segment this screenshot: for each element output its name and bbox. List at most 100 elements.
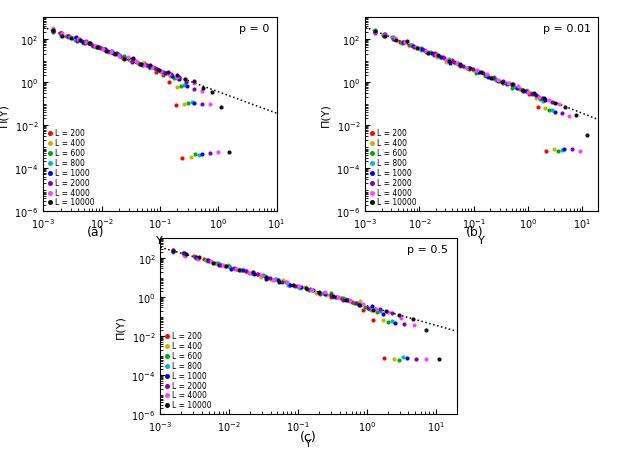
L = 1000: [445, 61, 455, 68]
L = 400: [69, 35, 79, 43]
L = 1000: [379, 33, 389, 40]
L = 1000: [197, 151, 207, 158]
L = 600: [304, 287, 313, 294]
L = 1000: [189, 100, 199, 107]
L = 1000: [175, 76, 184, 84]
L = 4000: [197, 88, 207, 95]
L = 10000: [194, 253, 204, 261]
Legend: L = 200, L = 400, L = 600, L = 800, L = 1000, L = 2000, L = 4000, L = 10000: L = 200, L = 400, L = 600, L = 800, L = …: [164, 330, 212, 410]
L = 800: [398, 40, 408, 47]
L = 200: [430, 50, 440, 57]
L = 400: [322, 292, 332, 299]
L = 800: [329, 293, 339, 301]
L = 1000: [370, 29, 379, 36]
L = 4000: [400, 40, 410, 47]
L = 400: [89, 43, 99, 51]
L = 10000: [423, 50, 433, 57]
L = 400: [256, 273, 266, 281]
L = 10000: [168, 248, 178, 255]
L = 600: [394, 356, 404, 364]
L = 200: [94, 45, 104, 52]
L = 400: [397, 39, 407, 46]
L = 200: [326, 293, 336, 300]
L = 4000: [193, 256, 203, 263]
L = 200: [378, 32, 388, 40]
L = 400: [531, 95, 541, 102]
L = 400: [312, 289, 321, 297]
L = 400: [124, 58, 134, 65]
L = 1000: [426, 50, 436, 57]
L = 600: [236, 267, 246, 274]
L = 600: [508, 85, 518, 92]
L = 400: [370, 27, 379, 34]
L = 2000: [338, 297, 348, 304]
L = 600: [360, 303, 370, 311]
L = 4000: [472, 67, 482, 74]
L = 10000: [49, 28, 59, 35]
L = 2000: [228, 264, 238, 272]
L = 800: [435, 54, 445, 61]
L = 200: [336, 294, 346, 302]
L = 2000: [204, 258, 214, 265]
L = 10000: [93, 45, 102, 52]
L = 4000: [257, 272, 267, 279]
L = 4000: [383, 309, 393, 316]
L = 400: [144, 65, 154, 72]
L = 2000: [64, 33, 74, 40]
L = 200: [464, 66, 474, 73]
L = 400: [212, 261, 222, 268]
L = 400: [158, 71, 168, 78]
L = 800: [271, 276, 281, 283]
L = 800: [370, 27, 379, 35]
L = 200: [62, 33, 72, 40]
L = 800: [426, 50, 436, 57]
L = 800: [114, 53, 124, 60]
L = 4000: [431, 52, 441, 60]
L = 200: [164, 80, 174, 87]
L = 800: [128, 58, 138, 66]
L = 200: [68, 36, 78, 43]
L = 200: [404, 42, 414, 50]
L = 2000: [126, 59, 136, 66]
L = 2000: [557, 110, 567, 117]
L = 1000: [389, 36, 399, 43]
L = 4000: [346, 297, 355, 304]
L = 10000: [394, 312, 404, 319]
L = 1000: [540, 97, 550, 105]
L = 2000: [547, 100, 557, 107]
L = 4000: [218, 262, 228, 269]
L = 800: [520, 89, 529, 96]
L = 200: [178, 250, 188, 257]
L = 4000: [358, 300, 368, 308]
L = 2000: [72, 38, 82, 46]
L = 2000: [80, 40, 89, 48]
L = 4000: [396, 315, 406, 322]
L = 200: [413, 46, 423, 53]
L = 800: [294, 285, 304, 292]
Text: p = 0.5: p = 0.5: [407, 244, 448, 254]
L = 10000: [433, 53, 443, 60]
L = 10000: [518, 87, 528, 94]
L = 2000: [197, 101, 207, 109]
L = 2000: [150, 65, 160, 72]
L = 4000: [575, 148, 585, 155]
L = 800: [375, 308, 385, 315]
L = 800: [165, 71, 175, 78]
L = 400: [495, 78, 505, 86]
L = 2000: [508, 81, 518, 88]
L = 200: [81, 39, 91, 46]
L = 600: [112, 51, 122, 58]
L = 800: [63, 34, 73, 41]
L = 600: [371, 308, 381, 315]
L = 10000: [402, 38, 412, 46]
L = 1000: [550, 109, 560, 116]
L = 800: [529, 91, 539, 98]
L = 1000: [502, 81, 512, 88]
L = 400: [179, 101, 189, 109]
L = 400: [245, 269, 255, 277]
L = 10000: [180, 76, 190, 83]
L = 400: [201, 257, 210, 264]
L = 800: [194, 152, 204, 159]
L = 10000: [145, 62, 155, 70]
L = 10000: [275, 279, 284, 286]
